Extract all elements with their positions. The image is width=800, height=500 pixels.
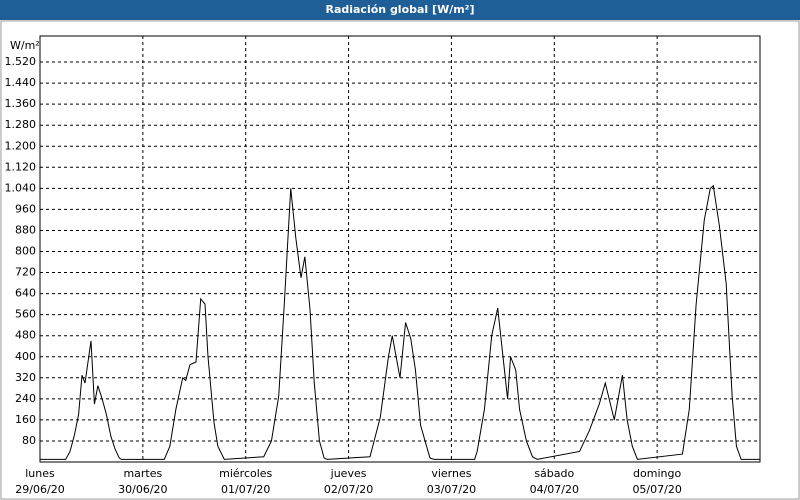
- chart-title: Radiación global [W/m²]: [325, 3, 474, 16]
- x-tick-label: viernes: [431, 467, 471, 480]
- plot-frame: [39, 35, 761, 463]
- x-tick-label: sábado: [534, 467, 574, 480]
- x-tick-date: 30/06/20: [118, 483, 167, 496]
- y-tick-label: 400: [15, 350, 36, 363]
- x-tick-date: 04/07/20: [530, 483, 579, 496]
- x-tick-label: lunes: [25, 467, 55, 480]
- x-tick-label: martes: [123, 467, 162, 480]
- x-tick-label: jueves: [330, 467, 367, 480]
- y-tick-label: 1.360: [5, 97, 37, 110]
- y-tick-label: 160: [15, 413, 36, 426]
- x-tick-label: domingo: [633, 467, 681, 480]
- y-tick-label: 1.120: [5, 160, 37, 173]
- x-tick-date: 02/07/20: [324, 483, 373, 496]
- y-tick-label: 640: [15, 287, 36, 300]
- x-tick-label: miércoles: [219, 467, 272, 480]
- y-tick-label: 720: [15, 266, 36, 279]
- x-tick-date: 01/07/20: [221, 483, 270, 496]
- x-tick-date: 05/07/20: [632, 483, 681, 496]
- y-tick-label: 1.040: [5, 181, 37, 194]
- y-tick-label: 960: [15, 202, 36, 215]
- y-axis-label: W/m²: [10, 39, 40, 52]
- y-tick-label: 240: [15, 392, 36, 405]
- x-tick-date: 03/07/20: [427, 483, 476, 496]
- x-tick-date: 29/06/20: [15, 483, 64, 496]
- data-line: [40, 184, 760, 460]
- y-tick-label: 1.520: [5, 55, 37, 68]
- y-tick-label: 1.440: [5, 76, 37, 89]
- title-bar: [0, 0, 800, 20]
- y-tick-label: 80: [22, 434, 36, 447]
- y-tick-label: 880: [15, 223, 36, 236]
- y-tick-label: 800: [15, 245, 36, 258]
- y-tick-label: 560: [15, 308, 36, 321]
- y-tick-label: 1.200: [5, 139, 37, 152]
- y-tick-label: 480: [15, 329, 36, 342]
- y-tick-label: 1.280: [5, 118, 37, 131]
- panel: [0, 20, 800, 500]
- y-tick-label: 320: [15, 371, 36, 384]
